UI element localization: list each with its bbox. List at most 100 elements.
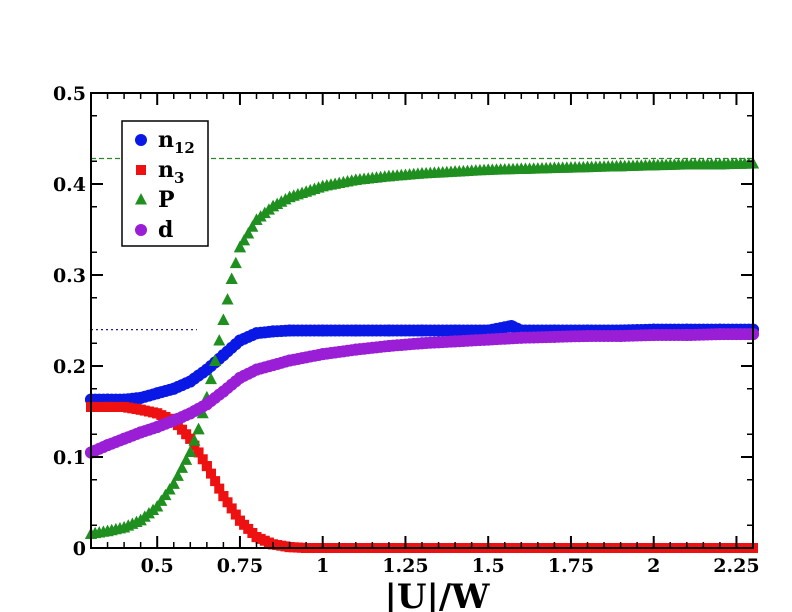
series-d <box>85 328 759 459</box>
data-point-n3 <box>119 401 130 412</box>
data-point-n3 <box>251 532 262 543</box>
data-point-P <box>213 334 226 346</box>
series-n3 <box>86 401 758 553</box>
data-point-d <box>233 371 246 384</box>
x-tick-label: 2.25 <box>713 555 759 577</box>
data-point-n12 <box>184 375 197 388</box>
data-point-n12 <box>316 324 329 337</box>
data-point-n12 <box>200 363 213 376</box>
data-point-n3 <box>230 509 241 520</box>
data-point-d <box>548 330 561 343</box>
data-point-P <box>581 160 594 173</box>
x-tick-label: 1.75 <box>548 555 594 577</box>
legend-label-P: P <box>158 187 175 213</box>
y-tick-label: 0.1 <box>53 447 86 469</box>
data-point-P <box>188 434 201 446</box>
tick-labels: 0 0.1 0.2 0.3 0.4 0.5 0.5 0.75 1 1.25 1.5 1.75 2 2.25 <box>53 83 760 577</box>
data-point-P <box>242 227 255 239</box>
data-point-P <box>176 461 189 473</box>
data-point-P <box>482 163 495 175</box>
data-point-n12 <box>283 324 296 337</box>
data-point-n3 <box>185 433 196 444</box>
data-point-d <box>713 328 726 341</box>
data-point-n3 <box>222 497 233 508</box>
data-point-d <box>200 398 213 411</box>
data-point-n3 <box>218 491 229 502</box>
data-point-P <box>233 240 246 253</box>
y-tick-label: 0 <box>73 538 86 560</box>
data-point-P <box>225 272 238 285</box>
y-tick-label: 0.5 <box>53 83 86 105</box>
data-point-d <box>250 363 263 376</box>
y-tick-label: 0.2 <box>53 356 86 378</box>
data-point-n12 <box>267 325 280 338</box>
data-point-n3 <box>197 454 208 465</box>
data-point-n3 <box>234 515 245 526</box>
data-point-P <box>167 477 180 489</box>
data-point-P <box>515 162 528 174</box>
data-point-d <box>349 343 362 356</box>
data-point-P <box>151 500 164 512</box>
data-point-P <box>209 354 222 366</box>
x-tick-label: 0.5 <box>141 555 174 577</box>
data-point-n12 <box>233 334 246 347</box>
x-tick-label: 1.25 <box>382 555 428 577</box>
legend-subscript-n3: 3 <box>174 169 184 187</box>
data-point-n12 <box>416 324 428 337</box>
data-point-d <box>167 414 180 427</box>
data-point-P <box>316 179 329 192</box>
data-point-d <box>382 339 395 352</box>
data-point-d <box>101 439 114 452</box>
data-point-n3 <box>193 447 204 458</box>
data-point-n12 <box>349 324 362 337</box>
legend-marker-n12 <box>135 134 147 146</box>
data-point-P <box>171 469 184 481</box>
data-point-P <box>713 157 726 170</box>
data-point-n3 <box>210 476 221 487</box>
data-point-d <box>614 329 627 342</box>
legend-marker-P <box>135 193 147 205</box>
data-point-P <box>192 422 205 435</box>
data-point-n12 <box>449 324 462 337</box>
data-point-d <box>316 348 329 361</box>
data-point-n3 <box>226 503 237 514</box>
data-point-P <box>614 159 627 172</box>
data-point-P <box>449 165 462 177</box>
data-point-d <box>134 426 147 439</box>
legend-subscript-n12: 12 <box>174 139 195 157</box>
data-point-P <box>134 513 147 526</box>
data-point-P <box>238 233 251 246</box>
data-point-d <box>118 432 131 445</box>
data-point-n12 <box>250 327 263 340</box>
data-point-P <box>180 453 193 465</box>
data-point-P <box>250 213 263 225</box>
data-point-n3 <box>201 461 212 472</box>
data-point-P <box>283 190 296 203</box>
x-axis-title: |U|/W <box>385 577 491 612</box>
data-point-n3 <box>152 408 163 419</box>
data-point-P <box>221 293 234 305</box>
data-point-n12 <box>167 382 180 395</box>
data-point-n3 <box>205 468 216 479</box>
axis-ticks <box>90 92 754 549</box>
data-point-d <box>515 331 528 344</box>
legend-marker-n3 <box>136 165 146 175</box>
data-point-n3 <box>189 440 200 451</box>
data-point-n12 <box>217 349 230 362</box>
y-tick-label: 0.3 <box>53 265 86 287</box>
data-point-n3 <box>214 483 225 494</box>
data-point-n3 <box>102 401 113 412</box>
data-point-d <box>449 335 462 348</box>
data-point-d <box>184 407 197 420</box>
data-point-P <box>217 313 230 325</box>
data-point-d <box>581 329 594 342</box>
data-point-d <box>416 337 428 350</box>
data-point-n12 <box>382 324 395 337</box>
data-point-P <box>246 220 259 232</box>
data-point-P <box>416 167 428 179</box>
data-point-P <box>680 157 693 170</box>
x-tick-label: 2 <box>647 555 660 577</box>
data-point-P <box>184 445 197 457</box>
data-point-P <box>647 158 660 171</box>
